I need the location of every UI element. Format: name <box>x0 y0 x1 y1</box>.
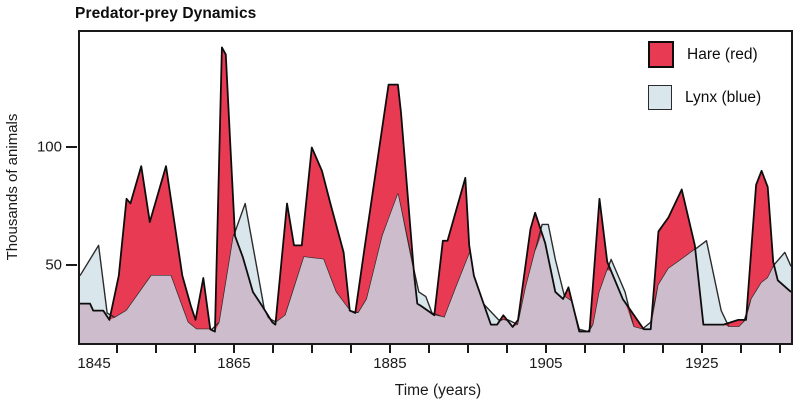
x-axis-tick <box>154 345 157 353</box>
x-axis-tick <box>427 345 430 353</box>
y-tick-label-50: 50 <box>45 256 62 274</box>
hare-curve-outline <box>80 46 791 333</box>
area-chart <box>80 46 791 343</box>
y-axis-label: Thousands of animals <box>4 113 21 261</box>
legend-row-hare: Hare (red) <box>648 41 761 68</box>
lynx-legend-swatch <box>648 85 672 110</box>
x-axis-tick <box>115 345 118 353</box>
x-axis-tick <box>544 345 547 353</box>
x-axis-tick <box>583 345 586 353</box>
x-tick-label-1845: 1845 <box>77 355 111 372</box>
y-tick-label-100: 100 <box>36 138 62 156</box>
x-axis-tick <box>700 345 703 353</box>
x-axis-label: Time (years) <box>394 382 482 399</box>
x-axis-tick <box>622 345 625 353</box>
x-axis-tick <box>778 345 781 353</box>
hare-legend-label: Hare (red) <box>687 45 758 63</box>
x-axis-tick <box>349 345 352 353</box>
legend: Hare (red) Lynx (blue) <box>648 41 761 127</box>
plot-area <box>78 30 793 345</box>
y-axis-tick <box>66 264 77 266</box>
x-axis-tick <box>232 345 235 353</box>
x-tick-label-1905: 1905 <box>529 355 563 372</box>
x-tick-label-1865: 1865 <box>217 355 251 372</box>
chart-title: Predator-prey Dynamics <box>75 5 257 22</box>
hare-legend-swatch <box>648 41 674 68</box>
y-axis-tick <box>66 146 77 149</box>
lynx-legend-label: Lynx (blue) <box>685 88 762 106</box>
x-axis-tick <box>310 345 313 353</box>
x-axis-tick <box>505 345 508 353</box>
x-tick-label-1885: 1885 <box>373 355 407 372</box>
x-axis-tick <box>739 345 742 353</box>
legend-row-lynx: Lynx (blue) <box>648 85 761 110</box>
overlap-area <box>80 194 791 343</box>
x-axis-tick <box>466 345 469 353</box>
x-axis-tick <box>388 345 391 353</box>
x-axis-tick <box>271 345 274 353</box>
x-tick-label-1925: 1925 <box>685 355 719 372</box>
x-axis-tick <box>661 345 664 353</box>
x-axis-tick <box>193 345 196 353</box>
